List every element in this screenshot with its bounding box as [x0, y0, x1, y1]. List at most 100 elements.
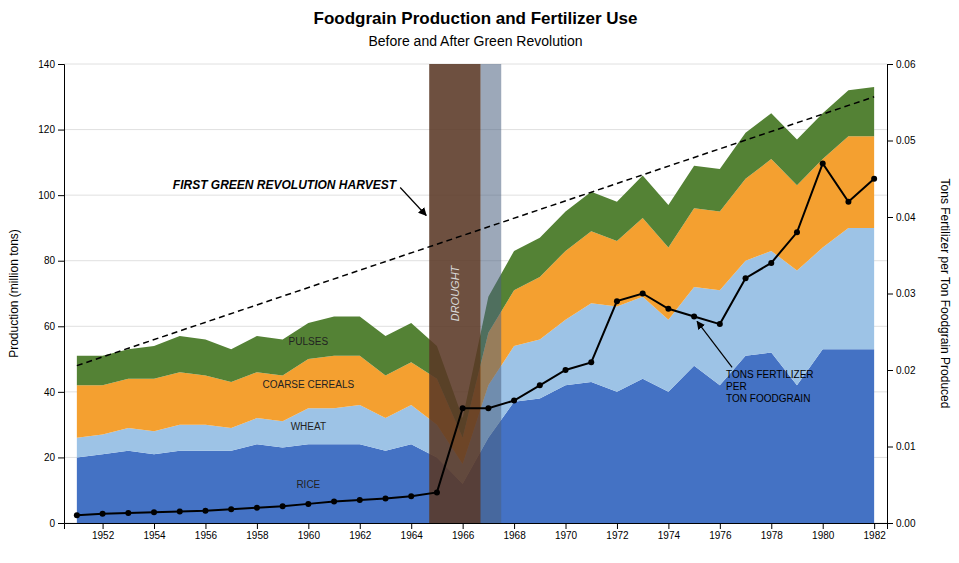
marker [305, 501, 311, 507]
tick-label: 1980 [812, 530, 835, 541]
line [77, 163, 874, 515]
annotation: DROUGHT [449, 264, 461, 321]
tick: 0 [49, 518, 64, 529]
tick-label: 1956 [195, 530, 218, 541]
plot: 1952 1954 1956 1958 1960 1962 1964 1966 1968 1970… [7, 59, 952, 541]
tick-mark [887, 447, 893, 448]
y-axis: 0 20 40 60 80 100 120 140 [38, 59, 64, 529]
tick: 60 [44, 321, 64, 332]
tick-mark [360, 523, 361, 529]
tick: 1976 [709, 523, 732, 541]
tick-label: 1974 [658, 530, 681, 541]
tick: 1970 [555, 523, 578, 541]
tick: 1954 [143, 523, 166, 541]
tick-mark [154, 523, 155, 529]
marker [563, 367, 569, 373]
tick-mark [257, 523, 258, 529]
tick-label: 1972 [606, 530, 629, 541]
tick-label: 1954 [143, 530, 166, 541]
tick: 1958 [246, 523, 269, 541]
tick: 1982 [864, 523, 887, 541]
tick-mark [411, 523, 412, 529]
tick: 1962 [349, 523, 372, 541]
tick-label: 40 [44, 387, 56, 398]
tick: 100 [38, 190, 64, 201]
marker [511, 398, 517, 404]
tick-mark [823, 523, 824, 529]
title: Foodgrain Production and Fertilizer Use [314, 9, 638, 28]
area-label: COARSE CEREALS [262, 379, 354, 390]
tick-mark [566, 523, 567, 529]
tick-label: 1978 [761, 530, 784, 541]
tick: 0.01 [887, 441, 916, 452]
tick-mark [668, 523, 669, 529]
tick-label: 1966 [452, 530, 475, 541]
marker [408, 493, 414, 499]
marker [254, 505, 260, 511]
tick: 0.06 [887, 59, 916, 70]
marker [100, 511, 106, 517]
x-axis: 1952 1954 1956 1958 1960 1962 1964 1966 1968 1970… [65, 523, 888, 541]
tick-label: 1982 [864, 530, 887, 541]
tick: 140 [38, 59, 64, 70]
marker [434, 489, 440, 495]
tick-label: 0.04 [896, 212, 916, 223]
annotation: TON FOODGRAIN [726, 393, 810, 404]
marker [357, 497, 363, 503]
tick: 0.05 [887, 135, 916, 146]
tick-mark [103, 523, 104, 529]
tick-mark [887, 523, 893, 524]
tick-mark [887, 141, 893, 142]
tick-mark [617, 523, 618, 529]
tick-mark [463, 523, 464, 529]
marker [640, 291, 646, 297]
tick-label: 0.02 [896, 365, 916, 376]
tick: 80 [44, 255, 64, 266]
marker [691, 313, 697, 319]
tick-mark [887, 370, 893, 371]
annotation-arrow [697, 321, 732, 367]
marker [537, 382, 543, 388]
tick-label: 1962 [349, 530, 372, 541]
marker [614, 298, 620, 304]
shaded-span [429, 64, 480, 523]
tick-mark [887, 294, 893, 295]
tick-mark [58, 64, 64, 65]
axis-line [58, 65, 65, 524]
tick-mark [58, 261, 64, 262]
tick: 1968 [503, 523, 526, 541]
marker [331, 499, 337, 505]
area-label: RICE [296, 479, 320, 490]
tick-label: 100 [38, 190, 55, 201]
marker [845, 199, 851, 205]
tick-label: 1976 [709, 530, 732, 541]
annotation: FIRST GREEN REVOLUTION HARVEST [173, 178, 398, 192]
tick: 1966 [452, 523, 475, 541]
marker [743, 275, 749, 281]
tick-label: 0.06 [896, 59, 916, 70]
tick: 0.00 [887, 518, 916, 529]
tick-mark [887, 217, 893, 218]
tick: 0.02 [887, 365, 916, 376]
annotation-arrow [400, 187, 426, 215]
marker [820, 160, 826, 166]
grid [64, 64, 887, 523]
tick-label: 1960 [298, 530, 321, 541]
tick: 120 [38, 124, 64, 135]
tick: 20 [44, 452, 64, 463]
y2-axis: 0.00 0.01 0.02 0.03 0.04 0.05 0.06 [887, 59, 916, 529]
tick-label: 0.03 [896, 288, 916, 299]
chart: 1952 1954 1956 1958 1960 1962 1964 1966 1968 1970… [0, 0, 959, 563]
tick-mark [874, 523, 875, 529]
tick: 1978 [761, 523, 784, 541]
tick: 1964 [401, 523, 424, 541]
trend-line [77, 97, 874, 366]
axis-line [65, 524, 888, 530]
tick-label: 1964 [401, 530, 424, 541]
tick: 1952 [92, 523, 115, 541]
tick-label: 1958 [246, 530, 269, 541]
tick-label: 0.00 [896, 518, 916, 529]
tick-mark [887, 64, 893, 65]
marker [460, 405, 466, 411]
tick: 1974 [658, 523, 681, 541]
